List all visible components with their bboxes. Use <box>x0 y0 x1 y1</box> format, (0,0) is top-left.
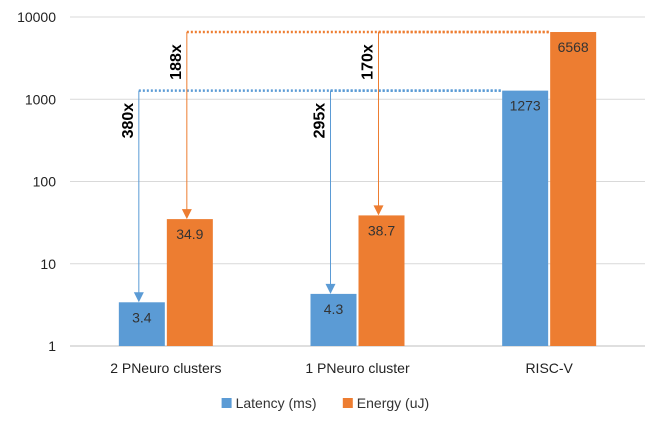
arrow-head <box>181 209 192 220</box>
y-tick-label: 100 <box>33 174 57 190</box>
y-tick-label: 10000 <box>17 9 56 25</box>
data-labels: 3.4 4.3 1273 34.9 38.7 6568 <box>132 39 589 325</box>
annotations: 380x 188x 295x 170x <box>120 30 551 303</box>
y-axis-ticks: 1 10 100 1000 10000 <box>17 9 56 354</box>
gridlines <box>70 16 645 347</box>
legend: Latency (ms) Energy (uJ) <box>221 395 429 411</box>
bar-latency <box>118 302 165 346</box>
y-tick-label: 1000 <box>25 91 56 107</box>
data-label: 38.7 <box>368 222 395 238</box>
bar-latency <box>310 293 357 346</box>
x-axis-categories: 2 PNeuro clusters 1 PNeuro cluster RISC-V <box>110 360 573 376</box>
bar-latency <box>502 90 549 346</box>
bar-energy <box>358 215 405 346</box>
data-label: 4.3 <box>324 301 344 317</box>
legend-label: Latency (ms) <box>236 395 317 411</box>
legend-swatch <box>342 398 353 408</box>
arrow-head <box>133 292 144 303</box>
arrow-head <box>325 283 336 294</box>
data-label: 1273 <box>510 98 541 114</box>
bar-energy <box>550 32 597 347</box>
y-tick-label: 10 <box>40 256 56 272</box>
legend-swatch <box>221 398 232 408</box>
y-tick-label: 1 <box>48 338 56 354</box>
x-category-label: 2 PNeuro clusters <box>110 360 221 376</box>
x-category-label: RISC-V <box>525 360 573 376</box>
data-label: 34.9 <box>176 226 203 242</box>
reduction-label: 295x <box>312 103 329 139</box>
bars <box>118 32 597 347</box>
legend-label: Energy (uJ) <box>357 395 429 411</box>
reduction-label: 170x <box>360 44 377 80</box>
data-label: 3.4 <box>132 309 152 325</box>
data-label: 6568 <box>558 39 589 55</box>
bar-energy <box>166 219 213 346</box>
reduction-label: 188x <box>168 44 185 80</box>
arrow-head <box>373 205 384 216</box>
x-category-label: 1 PNeuro cluster <box>305 360 410 376</box>
reduction-label: 380x <box>120 103 137 139</box>
